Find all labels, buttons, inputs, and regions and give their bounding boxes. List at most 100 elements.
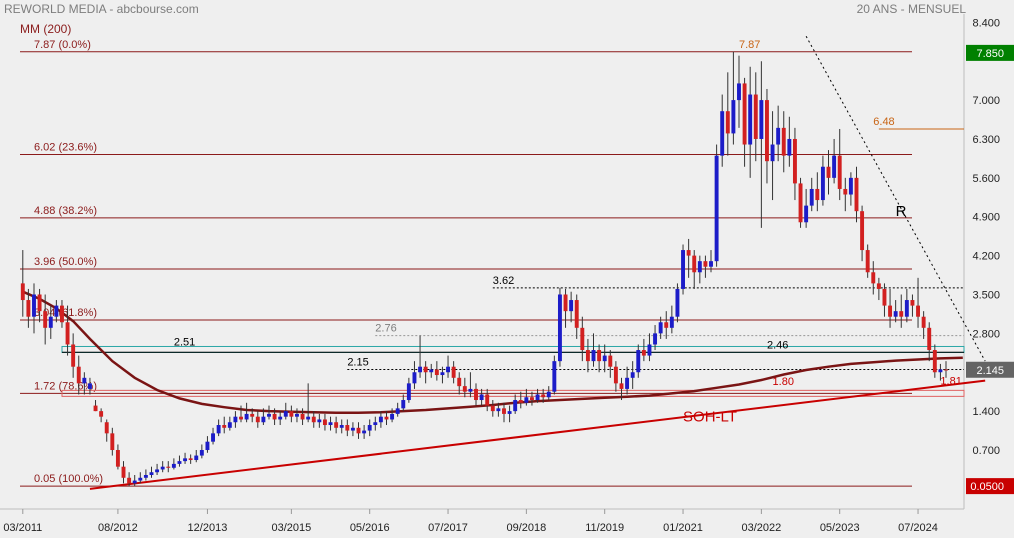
candle-body: [322, 419, 327, 426]
candle-body: [681, 250, 685, 289]
annotation-label: 3.62: [493, 275, 514, 287]
candle-body: [938, 369, 943, 373]
candle-body: [653, 333, 658, 345]
candle-body: [155, 469, 160, 473]
candle-body: [871, 272, 876, 284]
candle-body: [848, 177, 853, 195]
candle-body: [205, 441, 210, 451]
y-tick-label: 6.300: [972, 134, 1000, 146]
support-trendline: [89, 379, 986, 490]
candle-body: [71, 344, 76, 367]
candle-body: [530, 397, 534, 401]
candle-body: [121, 466, 126, 478]
candle-body: [334, 422, 339, 428]
x-tick-label: 07/2024: [898, 522, 938, 534]
candle-body: [32, 294, 36, 317]
price-tag-label: 2.145: [976, 365, 1004, 377]
candle-body: [832, 155, 837, 178]
candle-body: [255, 416, 260, 423]
candle-body: [317, 419, 322, 423]
candle-body: [574, 300, 579, 328]
candle-body: [725, 111, 730, 134]
candle-body: [429, 369, 434, 373]
candle-body: [406, 383, 411, 401]
chart-subtitle: 20 ANS - MENSUEL: [856, 2, 966, 16]
candle-body: [115, 450, 120, 467]
candle-body: [457, 377, 462, 387]
fib-level-label: 3.04 (61.8%): [34, 307, 97, 319]
candle-body: [378, 416, 383, 423]
candle-body: [54, 305, 59, 317]
candle-body: [748, 94, 753, 145]
candle-body: [709, 261, 713, 267]
candle-body: [714, 155, 719, 262]
candle-body: [166, 466, 171, 468]
candle-body: [446, 366, 450, 373]
candle-body: [367, 425, 372, 431]
candle-body: [518, 400, 523, 403]
candle-body: [227, 422, 232, 428]
candle-body: [524, 397, 529, 403]
candle-body: [535, 394, 540, 401]
y-tick-label: 4.200: [972, 251, 1000, 263]
candle-body: [412, 372, 417, 384]
price-tag-label: 7.850: [976, 48, 1004, 60]
level-band: [61, 345, 965, 353]
x-tick-label: 11/2019: [585, 522, 624, 534]
level-band: [61, 389, 965, 397]
candle-body: [132, 480, 137, 484]
candle-body: [507, 411, 512, 414]
candle-body: [490, 405, 495, 412]
x-tick-label: 05/2016: [350, 522, 390, 534]
candle-body: [876, 283, 881, 289]
candle-body: [569, 300, 574, 312]
y-tick-label: 4.900: [972, 212, 1000, 224]
x-tick-label: 01/2021: [663, 522, 703, 534]
candle-body: [233, 416, 238, 423]
candle-body: [479, 394, 484, 401]
candle-body: [183, 458, 188, 462]
candle-body: [177, 461, 182, 464]
annotation-label: 6.48: [873, 116, 894, 128]
candle-body: [339, 425, 344, 428]
candle-body: [216, 425, 221, 434]
candle-body: [283, 411, 288, 417]
fib-level-label: 1.72 (78.6%): [34, 380, 97, 392]
candle-body: [48, 316, 53, 328]
candle-body: [641, 350, 646, 356]
candle-body: [222, 425, 227, 428]
candle-body: [171, 463, 176, 468]
candle-body: [753, 94, 758, 139]
candle-body: [770, 144, 775, 162]
x-tick-label: 12/2013: [188, 522, 228, 534]
x-tick-label: 03/2022: [741, 522, 781, 534]
candle-body: [613, 366, 618, 384]
y-tick-label: 2.800: [972, 328, 1000, 340]
annotation-label: 1.80: [773, 376, 794, 388]
candle-body: [311, 416, 316, 423]
candle-body: [496, 408, 501, 412]
candle-body: [837, 155, 842, 189]
candle-body: [20, 283, 25, 301]
candle-body: [541, 394, 546, 398]
candle-body: [143, 475, 148, 478]
x-tick-label: 03/2011: [3, 522, 42, 534]
candle-body: [625, 377, 630, 389]
candle-body: [686, 250, 691, 256]
candle-body: [188, 458, 193, 461]
candle-body: [289, 411, 294, 417]
x-tick-label: 07/2017: [428, 522, 468, 534]
candle-body: [401, 400, 406, 409]
candle-body: [697, 261, 702, 273]
candle-body: [110, 433, 115, 451]
candle-body: [619, 383, 624, 389]
candle-body: [261, 416, 266, 423]
candle-body: [882, 288, 887, 306]
candle-body: [703, 261, 708, 267]
candle-body: [944, 369, 948, 371]
candle-body: [787, 138, 792, 156]
candle-body: [860, 211, 865, 251]
candle-body: [759, 100, 764, 139]
